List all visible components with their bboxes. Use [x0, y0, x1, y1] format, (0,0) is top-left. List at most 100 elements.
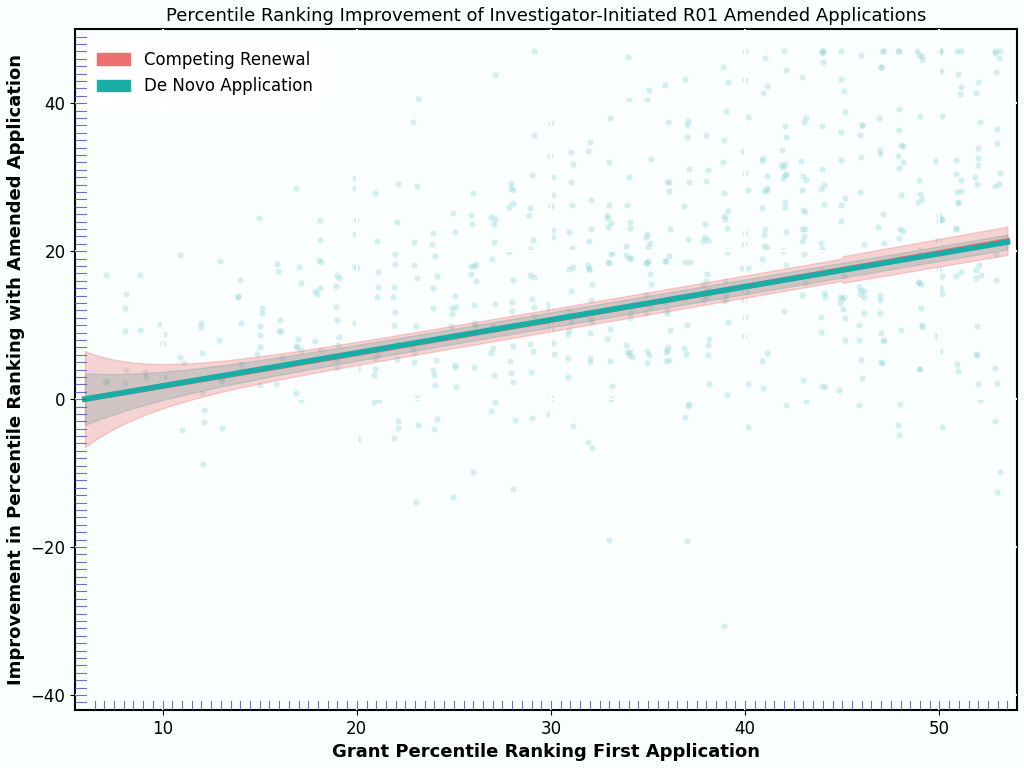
- Point: [931, 263, 947, 275]
- Point: [523, 293, 540, 305]
- Y-axis label: Improvement in Percentile Ranking with Amended Application: Improvement in Percentile Ranking with A…: [7, 54, 25, 685]
- Point: [505, 197, 521, 209]
- Point: [329, 362, 345, 374]
- Point: [599, 212, 615, 224]
- Point: [330, 339, 346, 351]
- Point: [734, 262, 751, 274]
- Point: [639, 357, 655, 369]
- Point: [505, 339, 521, 352]
- Point: [410, 392, 426, 404]
- Point: [117, 302, 133, 314]
- Point: [580, 145, 596, 157]
- Point: [270, 265, 287, 277]
- Point: [833, 45, 849, 58]
- Point: [545, 224, 561, 237]
- Point: [658, 304, 675, 316]
- Point: [987, 362, 1004, 374]
- Point: [699, 164, 716, 177]
- Point: [834, 126, 850, 138]
- Point: [677, 73, 693, 85]
- Point: [991, 167, 1008, 179]
- Point: [836, 270, 852, 283]
- Point: [603, 246, 620, 258]
- Point: [347, 317, 364, 329]
- Point: [778, 64, 795, 76]
- Point: [759, 170, 775, 182]
- Point: [754, 202, 770, 214]
- Point: [639, 257, 655, 270]
- Point: [893, 139, 909, 151]
- Point: [582, 313, 598, 325]
- Point: [426, 250, 442, 262]
- Title: Percentile Ranking Improvement of Investigator-Initiated R01 Amended Application: Percentile Ranking Improvement of Invest…: [166, 7, 927, 25]
- Point: [837, 106, 853, 118]
- Point: [367, 363, 383, 376]
- Point: [737, 286, 754, 298]
- Point: [329, 356, 345, 368]
- Point: [835, 293, 851, 305]
- Point: [328, 280, 344, 293]
- Point: [312, 344, 329, 356]
- Point: [618, 199, 635, 211]
- Point: [521, 338, 538, 350]
- Point: [836, 85, 852, 98]
- Point: [505, 274, 521, 286]
- Point: [366, 396, 382, 408]
- Point: [583, 194, 599, 206]
- Point: [603, 392, 620, 405]
- Point: [486, 297, 503, 310]
- Point: [795, 170, 811, 182]
- Point: [909, 196, 926, 208]
- Point: [385, 291, 401, 303]
- Point: [580, 436, 596, 449]
- Point: [833, 215, 849, 227]
- Point: [797, 276, 813, 289]
- Point: [677, 411, 693, 423]
- Point: [893, 324, 909, 336]
- Point: [910, 277, 927, 290]
- Point: [682, 256, 698, 268]
- Point: [991, 52, 1008, 65]
- Point: [137, 366, 154, 379]
- Point: [214, 373, 230, 386]
- Point: [837, 291, 853, 303]
- Point: [794, 71, 810, 84]
- Point: [699, 339, 716, 351]
- Point: [601, 534, 617, 546]
- Point: [737, 45, 754, 58]
- Point: [891, 45, 907, 58]
- Point: [798, 174, 814, 187]
- Point: [933, 65, 949, 78]
- Point: [736, 329, 753, 342]
- Point: [602, 112, 618, 124]
- Point: [172, 249, 188, 261]
- Point: [853, 49, 869, 61]
- Point: [194, 386, 210, 399]
- Point: [680, 233, 696, 245]
- Point: [755, 87, 771, 99]
- Point: [584, 316, 600, 329]
- Point: [580, 259, 596, 271]
- Point: [837, 312, 853, 324]
- Point: [871, 144, 888, 157]
- Point: [814, 243, 830, 255]
- Point: [912, 362, 929, 375]
- Point: [697, 230, 714, 243]
- Point: [851, 399, 867, 412]
- Point: [639, 94, 655, 106]
- Point: [851, 319, 867, 331]
- Point: [970, 378, 986, 390]
- Point: [911, 243, 928, 256]
- Point: [328, 301, 344, 313]
- Point: [563, 146, 580, 158]
- Point: [348, 214, 365, 226]
- Point: [390, 178, 407, 190]
- Point: [812, 326, 828, 339]
- Point: [599, 333, 615, 345]
- Point: [464, 218, 480, 230]
- Point: [581, 263, 597, 275]
- Point: [486, 214, 503, 226]
- Point: [444, 492, 461, 504]
- Point: [638, 257, 654, 270]
- Point: [948, 223, 965, 235]
